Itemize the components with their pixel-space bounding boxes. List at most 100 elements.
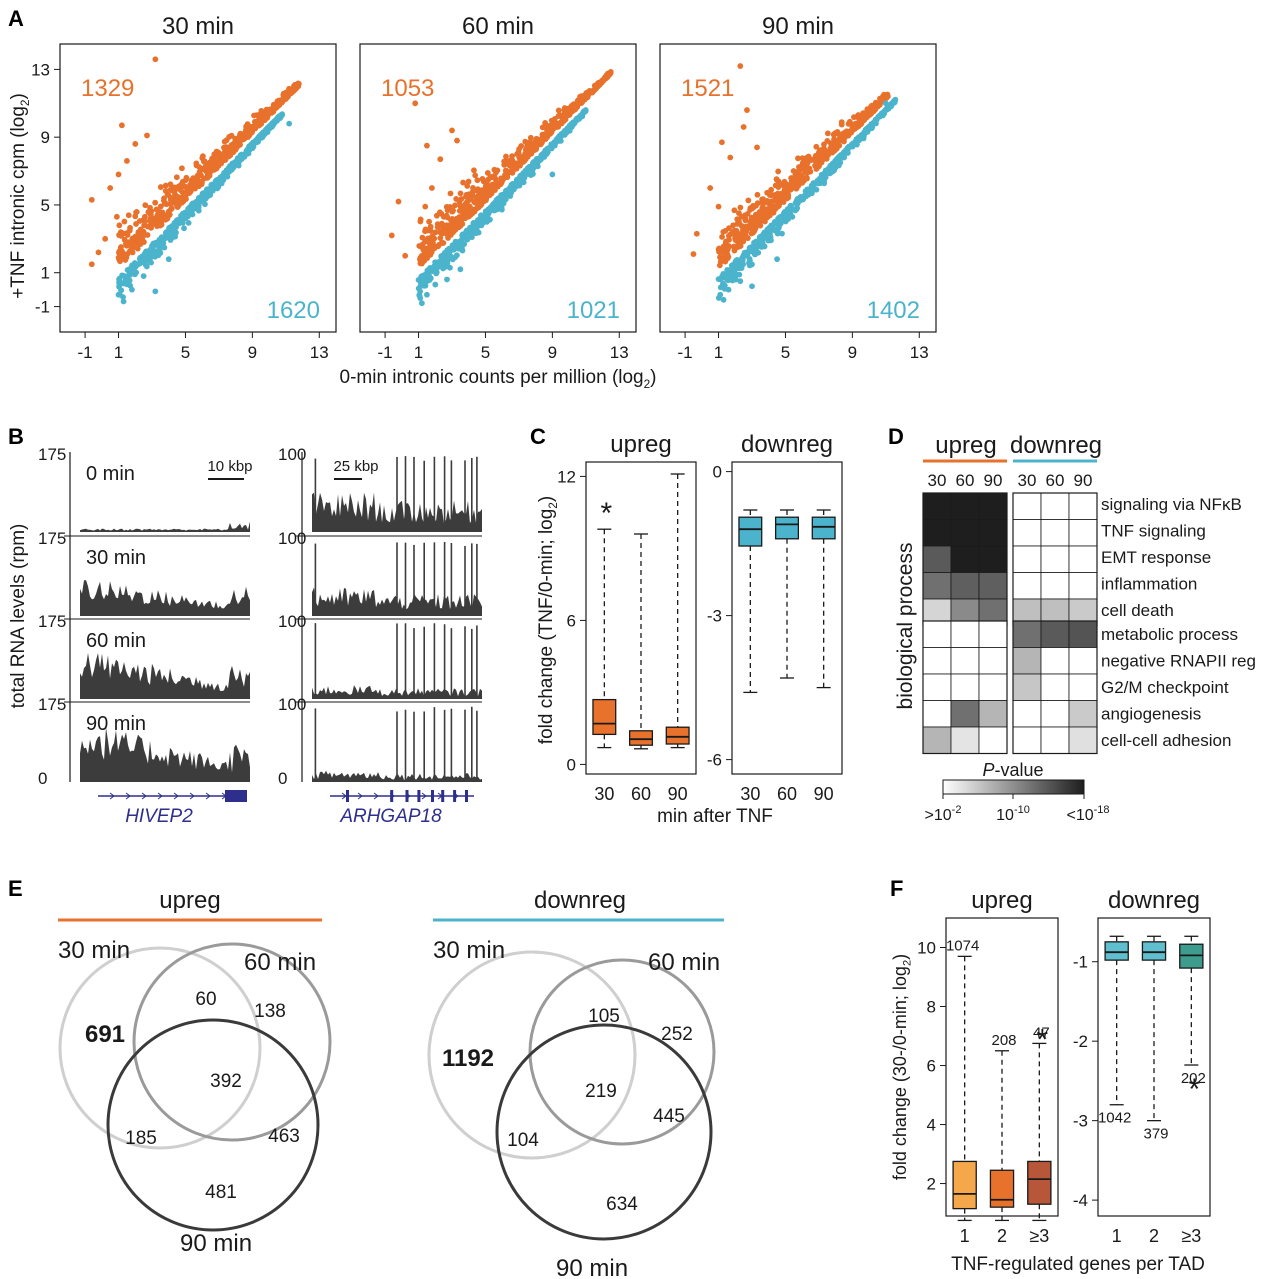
point-up — [147, 204, 153, 211]
point-up — [440, 213, 447, 220]
point-up — [417, 216, 424, 223]
point-down — [883, 106, 890, 113]
point-up — [179, 165, 185, 172]
point-up — [178, 181, 185, 188]
scatter-ylabel: +TNF intronic cpm (log2) — [8, 93, 32, 299]
point-up — [773, 199, 780, 205]
box-ytick-label-c1-0: 0 — [713, 463, 722, 482]
point-up — [720, 256, 727, 262]
heat-cell-2-1-0 — [922, 647, 952, 675]
box-ytick-label-f1-1: -2 — [1073, 1032, 1088, 1051]
point-up — [448, 223, 455, 230]
y-tick-label-0: -1 — [35, 298, 50, 317]
box-c-xlabel: min after TNF — [657, 806, 773, 827]
track-ymin-label-1: 0 — [278, 769, 287, 788]
point-up — [195, 181, 201, 188]
box-c-ylabel-sub: 2 — [547, 502, 560, 509]
point-down — [802, 188, 809, 195]
heat-row-bottom-2: G2/M checkpoint — [1101, 678, 1229, 697]
point-up-outlier — [429, 185, 435, 191]
point-up — [848, 129, 855, 136]
point-up — [838, 119, 845, 126]
point-down — [779, 230, 785, 237]
point-up — [539, 139, 545, 146]
heat-cell-3-1-1 — [1040, 647, 1070, 675]
point-up — [504, 174, 511, 181]
point-up — [516, 154, 523, 161]
track-ymin-label-0: 0 — [38, 769, 47, 788]
point-down — [447, 264, 453, 271]
point-down — [478, 215, 485, 222]
point-up — [789, 185, 796, 191]
point-up — [257, 119, 264, 125]
point-down — [485, 210, 492, 217]
gene-exon — [390, 790, 394, 802]
box-ytick-label-f1-0: -1 — [1073, 953, 1088, 972]
point-up — [228, 132, 235, 139]
point-down-outlier — [549, 171, 556, 178]
point-down — [567, 122, 574, 129]
heat-cell-1-1-1 — [1040, 519, 1070, 547]
venn-title-0: upreg — [159, 887, 220, 914]
heat-cell-3-4-1 — [1040, 726, 1070, 754]
box-count-f1-2: 202 — [1181, 1070, 1206, 1087]
point-up — [760, 207, 767, 213]
point-up — [723, 238, 729, 245]
point-down — [861, 132, 867, 139]
point-down — [470, 221, 477, 228]
significance-star: * — [1188, 1073, 1200, 1106]
point-up — [471, 208, 478, 215]
venn-region-0-60and90: 463 — [268, 1126, 300, 1147]
point-up — [472, 172, 479, 179]
point-down — [116, 275, 123, 282]
heat-row-top-3: inflammation — [1101, 575, 1197, 594]
heat-cell-2-4-1 — [950, 726, 980, 754]
point-down — [178, 214, 184, 220]
point-down — [250, 143, 257, 150]
point-up — [199, 155, 206, 161]
point-down — [263, 128, 270, 135]
point-down — [473, 225, 480, 232]
box-ytick-label-f0-0: 2 — [927, 1175, 936, 1194]
heat-cell-1-0-0 — [1012, 492, 1042, 520]
coverage-0-3 — [80, 727, 250, 782]
gene-exon — [465, 790, 468, 802]
point-down — [784, 209, 791, 216]
x-tick-label-0-2: 5 — [181, 343, 190, 362]
heat-cell-1-2-0 — [1012, 545, 1042, 573]
point-up — [572, 103, 579, 110]
heat-group-label-1: downreg — [1010, 432, 1102, 459]
gene-exon — [225, 790, 247, 802]
point-up — [501, 158, 508, 165]
point-down — [836, 157, 842, 164]
point-down — [821, 180, 828, 187]
point-up-outlier — [124, 157, 130, 164]
point-down — [181, 225, 187, 232]
point-down — [807, 188, 814, 195]
heat-block-frame-3 — [1012, 620, 1098, 755]
point-up — [210, 160, 217, 167]
point-down-outlier — [720, 296, 727, 303]
point-down — [234, 160, 240, 167]
heat-cell-0-3-2 — [978, 572, 1008, 600]
point-up — [167, 200, 174, 207]
point-up-outlier — [388, 232, 395, 239]
point-up — [478, 187, 485, 194]
point-up — [738, 235, 745, 242]
point-up — [716, 262, 723, 269]
scatter-xlabel-sub: 2 — [644, 378, 651, 391]
box-ytick-label-f0-2: 6 — [927, 1057, 936, 1076]
point-up — [774, 203, 781, 210]
box-xtick-label-c1-1: 60 — [777, 784, 797, 804]
point-up — [839, 131, 846, 137]
venn-region-1-30and60: 105 — [588, 1006, 620, 1027]
point-down-outlier — [115, 291, 122, 298]
gene-exon — [417, 790, 421, 802]
heat-cell-1-3-2 — [1068, 572, 1098, 600]
point-down — [500, 191, 507, 198]
venn-region-0-all: 392 — [210, 1071, 242, 1092]
point-up — [155, 211, 162, 218]
point-down — [123, 274, 130, 281]
heat-cell-2-0-1 — [950, 620, 980, 648]
point-up — [116, 222, 123, 229]
